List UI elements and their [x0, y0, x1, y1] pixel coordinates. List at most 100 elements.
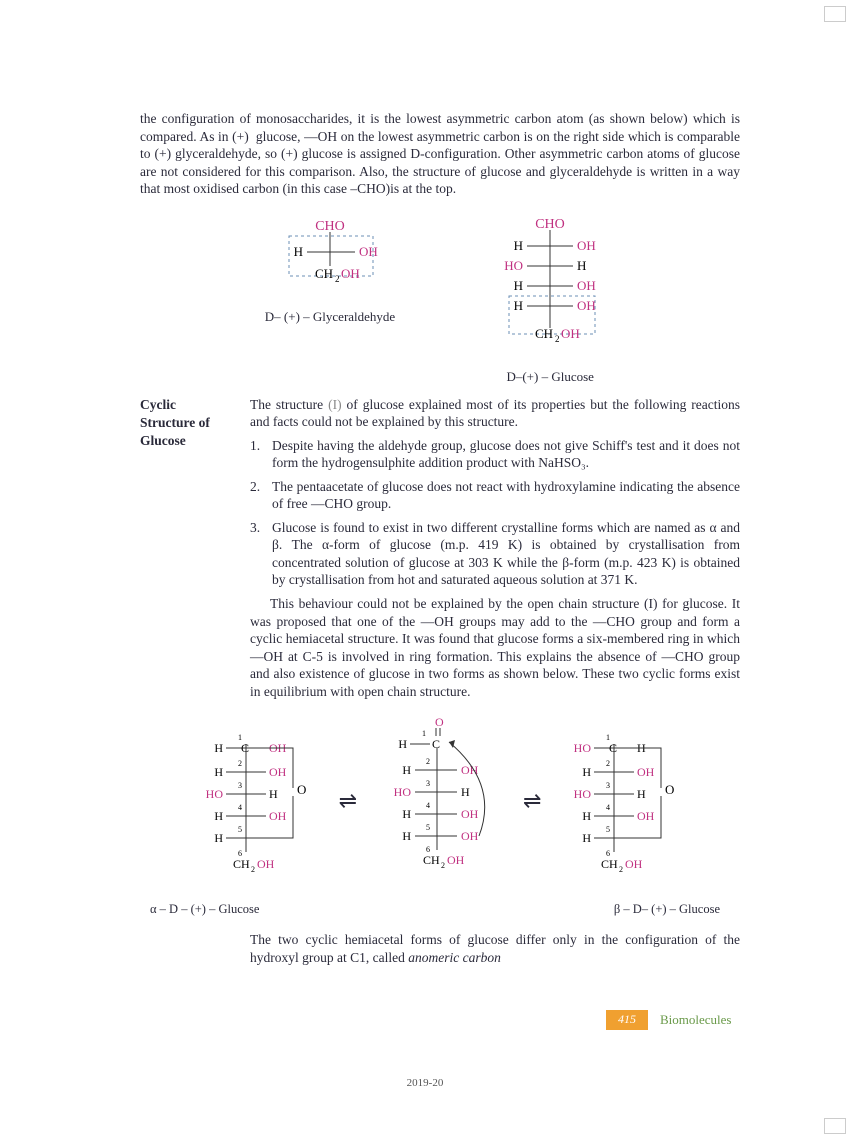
para3: This behaviour could not be explained by…: [250, 595, 740, 700]
svg-text:H: H: [514, 298, 523, 313]
svg-text:CHO: CHO: [315, 219, 345, 234]
svg-text:H: H: [402, 763, 411, 777]
svg-text:CHO: CHO: [535, 217, 565, 232]
corner-mark-br: [824, 1118, 846, 1134]
equilibrium-row: 1 HCOH 2 HOH 3 HOH 4 HOH 5 H 6 CH2OH O ⇌…: [140, 714, 740, 889]
caption-row: α – D – (+) – Glucose β – D– (+) – Gluco…: [140, 895, 740, 917]
svg-text:H: H: [461, 785, 470, 799]
svg-text:OH: OH: [461, 807, 479, 821]
svg-text:3: 3: [426, 779, 430, 788]
svg-text:H: H: [577, 258, 586, 273]
svg-text:HO: HO: [574, 741, 592, 755]
open-chain-svg: O 1 HC 2 HOH 3 HOH 4 HOH 5 HOH 6 CH2OH: [375, 714, 505, 884]
svg-text:2: 2: [619, 865, 623, 874]
svg-text:OH: OH: [257, 857, 275, 871]
svg-text:H: H: [214, 831, 223, 845]
svg-text:H: H: [214, 809, 223, 823]
footer-bar: 415 Biomolecules: [606, 1010, 846, 1030]
svg-text:OH: OH: [577, 238, 596, 253]
glyceraldehyde-label: D– (+) – Glyceraldehyde: [265, 309, 395, 326]
svg-text:C: C: [609, 741, 617, 755]
beta-glucose-structure: 1 HOCH 2 HOH 3 HOH 4 HOH 5 H 6 CH2OH O: [559, 714, 689, 889]
svg-text:5: 5: [238, 825, 242, 834]
svg-text:2: 2: [335, 274, 340, 284]
svg-text:OH: OH: [447, 853, 465, 867]
glucose-fischer-svg: CHO HOH HOH HOH HOH CH2OH: [485, 216, 615, 356]
list-item-2: 2.The pentaacetate of glucose does not r…: [250, 478, 740, 513]
svg-text:OH: OH: [625, 857, 643, 871]
list-item-3: 3.Glucose is found to exist in two diffe…: [250, 519, 740, 589]
glucose-fischer-structure: CHO HOH HOH HOH HOH CH2OH D–(+) – Glucos…: [485, 216, 615, 386]
equilibrium-arrow-2: ⇌: [523, 787, 541, 816]
svg-text:OH: OH: [577, 298, 596, 313]
open-chain-structure: O 1 HC 2 HOH 3 HOH 4 HOH 5 HOH 6 CH2OH: [375, 714, 505, 889]
equilibrium-arrow-1: ⇌: [339, 787, 357, 816]
svg-text:H: H: [402, 829, 411, 843]
svg-text:O: O: [297, 782, 306, 797]
svg-text:C: C: [241, 741, 249, 755]
chapter-title: Biomolecules: [648, 1012, 732, 1029]
svg-text:2: 2: [251, 865, 255, 874]
cyclic-section: The structure (I) of glucose explained m…: [250, 396, 740, 701]
svg-text:HO: HO: [504, 258, 523, 273]
alpha-caption: α – D – (+) – Glucose: [150, 901, 259, 917]
svg-text:CH: CH: [601, 857, 618, 871]
svg-text:H: H: [637, 787, 646, 801]
svg-text:H: H: [583, 765, 592, 779]
svg-text:2: 2: [238, 759, 242, 768]
svg-text:H: H: [269, 787, 278, 801]
year-footer: 2019-20: [407, 1076, 444, 1090]
beta-glucose-svg: 1 HOCH 2 HOH 3 HOH 4 HOH 5 H 6 CH2OH O: [559, 714, 689, 884]
svg-text:5: 5: [606, 825, 610, 834]
svg-text:2: 2: [606, 759, 610, 768]
svg-text:OH: OH: [577, 278, 596, 293]
svg-text:1: 1: [422, 729, 426, 738]
side-heading: Cyclic Structure of Glucose: [140, 396, 230, 451]
svg-text:H: H: [514, 278, 523, 293]
svg-text:H: H: [583, 809, 592, 823]
svg-text:3: 3: [238, 781, 242, 790]
svg-text:OH: OH: [637, 809, 655, 823]
page-number: 415: [606, 1010, 648, 1030]
svg-text:H: H: [402, 807, 411, 821]
list-item-1: 1.Despite having the aldehyde group, glu…: [250, 437, 740, 472]
alpha-glucose-svg: 1 HCOH 2 HOH 3 HOH 4 HOH 5 H 6 CH2OH O: [191, 714, 321, 884]
svg-text:OH: OH: [637, 765, 655, 779]
svg-text:HO: HO: [205, 787, 223, 801]
svg-text:2: 2: [441, 861, 445, 870]
svg-text:OH: OH: [269, 765, 287, 779]
intro-paragraph: the configuration of monosaccharides, it…: [140, 110, 740, 198]
svg-text:OH: OH: [359, 244, 378, 259]
svg-text:OH: OH: [341, 266, 360, 281]
svg-text:4: 4: [426, 801, 430, 810]
svg-text:H: H: [514, 238, 523, 253]
svg-text:2: 2: [555, 334, 560, 344]
beta-caption: β – D– (+) – Glucose: [614, 901, 720, 917]
svg-text:O: O: [435, 715, 444, 729]
svg-text:OH: OH: [461, 763, 479, 777]
svg-text:CH: CH: [535, 326, 553, 341]
svg-text:2: 2: [426, 757, 430, 766]
svg-text:OH: OH: [561, 326, 580, 341]
svg-text:CH: CH: [233, 857, 250, 871]
svg-text:C: C: [432, 737, 440, 751]
corner-mark-tr: [824, 6, 846, 22]
svg-text:HO: HO: [394, 785, 412, 799]
svg-text:O: O: [665, 782, 674, 797]
alpha-glucose-structure: 1 HCOH 2 HOH 3 HOH 4 HOH 5 H 6 CH2OH O: [191, 714, 321, 889]
svg-text:H: H: [583, 831, 592, 845]
svg-text:OH: OH: [269, 809, 287, 823]
svg-text:H: H: [294, 244, 303, 259]
para2: The structure (I) of glucose explained m…: [250, 396, 740, 431]
glyceraldehyde-structure: CHO H OH CH2OH D– (+) – Glyceraldehyde: [265, 216, 395, 386]
svg-text:OH: OH: [461, 829, 479, 843]
svg-text:4: 4: [606, 803, 610, 812]
glyceraldehyde-svg: CHO H OH CH2OH: [265, 216, 395, 296]
svg-text:H: H: [214, 765, 223, 779]
fischer-diagram-row: CHO H OH CH2OH D– (+) – Glyceraldehyde C…: [140, 216, 740, 386]
svg-text:CH: CH: [315, 266, 333, 281]
para4: The two cyclic hemiacetal forms of gluco…: [250, 931, 740, 966]
svg-text:3: 3: [606, 781, 610, 790]
svg-text:4: 4: [238, 803, 242, 812]
svg-text:CH: CH: [423, 853, 440, 867]
